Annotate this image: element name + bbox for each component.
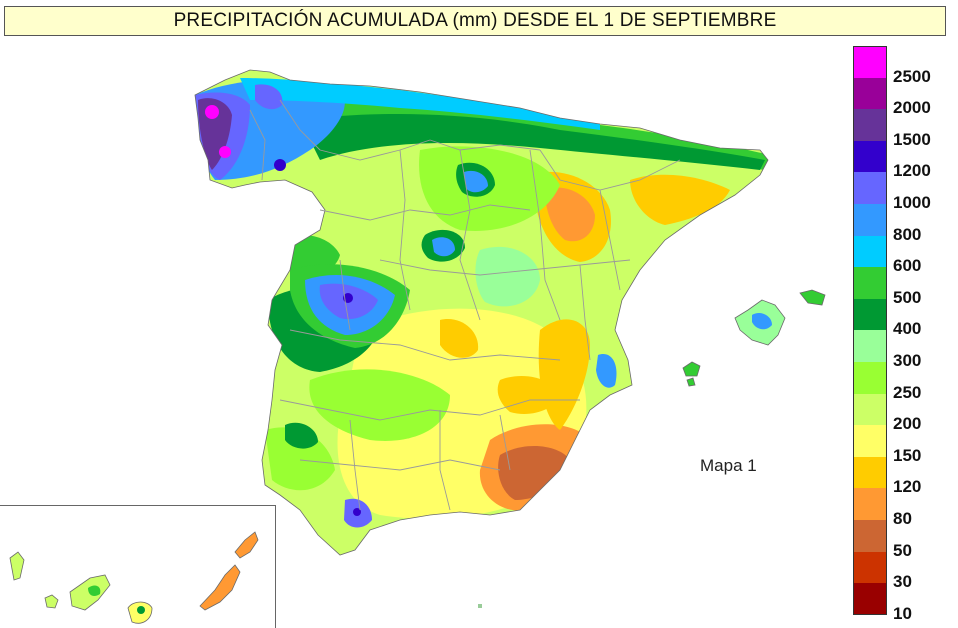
canary-islands-inset-frame <box>0 505 276 628</box>
legend-item: 1200 <box>853 140 953 180</box>
map-title: PRECIPITACIÓN ACUMULADA (mm) DESDE EL 1 … <box>4 6 946 36</box>
legend-item: 800 <box>853 204 953 244</box>
legend-label: 200 <box>893 414 922 434</box>
legend-swatch <box>853 172 887 204</box>
legend-label: 1000 <box>893 192 931 212</box>
precipitation-map <box>9 69 826 624</box>
legend-label: 300 <box>893 350 922 370</box>
legend-label: 1200 <box>893 161 931 181</box>
legend-item: 1500 <box>853 109 953 149</box>
legend-swatch <box>853 393 887 426</box>
legend-item: 50 <box>853 520 953 560</box>
legend-swatch <box>853 362 887 394</box>
legend-item: 80 <box>853 488 953 528</box>
legend-label: 800 <box>893 224 922 244</box>
legend-item: 2000 <box>853 77 953 117</box>
legend-label: 10 <box>893 603 912 623</box>
legend-item: 120 <box>853 456 953 496</box>
legend-label: 400 <box>893 319 922 339</box>
map-label: Mapa 1 <box>700 456 757 475</box>
legend-swatch <box>853 330 887 362</box>
legend-item: 400 <box>853 298 953 338</box>
legend-swatch <box>853 235 887 268</box>
color-legend: 2500 2000 1500 1200 1000 800 600 500 400 300 250 20… <box>853 46 953 623</box>
legend-item: 2500 <box>853 46 953 86</box>
legend-swatch <box>853 267 887 299</box>
legend-swatch <box>853 551 887 584</box>
legend-swatch <box>853 204 887 236</box>
legend-item: 200 <box>853 393 953 433</box>
legend-label: 150 <box>893 445 922 465</box>
legend-label: 1500 <box>893 129 931 149</box>
legend-item: 250 <box>853 362 953 402</box>
legend-swatch <box>853 425 887 457</box>
legend-item: 30 <box>853 551 953 591</box>
legend-swatch <box>853 520 887 552</box>
legend-label: 80 <box>893 508 912 528</box>
legend-swatch <box>853 456 887 489</box>
legend-label: 250 <box>893 382 922 402</box>
legend-item: 600 <box>853 235 953 275</box>
legend-swatch <box>853 46 887 78</box>
legend-swatch <box>853 488 887 520</box>
legend-label: 500 <box>893 287 922 307</box>
legend-swatch <box>853 109 887 141</box>
legend-label: 120 <box>893 477 922 497</box>
legend-swatch <box>853 298 887 331</box>
legend-label: 50 <box>893 540 912 560</box>
legend-item: 300 <box>853 330 953 370</box>
legend-label: 2500 <box>893 66 931 86</box>
legend-item: 500 <box>853 267 953 307</box>
legend-swatch <box>853 140 887 173</box>
legend-label: 30 <box>893 572 912 592</box>
legend-label: 2000 <box>893 98 931 118</box>
legend-label: 600 <box>893 256 922 276</box>
legend-swatch <box>853 77 887 110</box>
legend-item: 1000 <box>853 172 953 212</box>
legend-item: 10 <box>853 583 953 623</box>
legend-swatch <box>853 583 887 615</box>
legend-item: 150 <box>853 425 953 465</box>
